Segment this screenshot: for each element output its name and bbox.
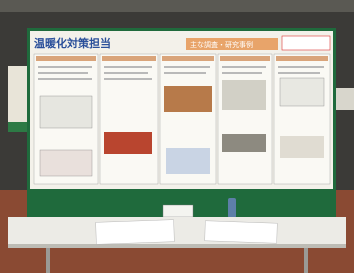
figure	[164, 86, 212, 112]
ceiling-light	[0, 0, 354, 12]
text-line	[38, 66, 92, 68]
figure	[104, 132, 152, 154]
table-leg	[46, 248, 50, 273]
poster-columns	[34, 54, 330, 184]
text-line	[278, 66, 324, 68]
table-edge	[8, 244, 346, 248]
text-line	[104, 66, 152, 68]
name-sign	[163, 205, 193, 217]
figure	[40, 150, 92, 176]
text-line	[164, 66, 210, 68]
figure	[222, 80, 266, 110]
column-header	[36, 56, 96, 61]
text-line	[38, 78, 92, 80]
column-header	[102, 56, 156, 61]
table-top	[8, 217, 346, 247]
column-header	[276, 56, 328, 61]
text-line	[38, 72, 88, 74]
text-line	[104, 78, 152, 80]
poster-title: 温暖化対策担当	[34, 36, 111, 50]
scene: 温暖化対策担当 主な調査・研究事例	[0, 0, 354, 273]
leaflet	[96, 220, 175, 245]
bottle	[228, 198, 236, 218]
text-line	[222, 66, 266, 68]
column-header	[162, 56, 214, 61]
figure	[222, 134, 266, 152]
text-line	[222, 72, 262, 74]
column-header	[220, 56, 270, 61]
text-line	[104, 72, 148, 74]
logo-box	[282, 36, 330, 50]
figure	[166, 148, 210, 174]
figure	[40, 96, 92, 128]
poster-header: 主な調査・研究事例	[190, 40, 253, 49]
leaflet	[205, 221, 278, 244]
figure	[280, 78, 324, 106]
text-line	[278, 72, 320, 74]
side-poster-right	[336, 88, 354, 110]
table-leg	[304, 248, 308, 273]
figure	[280, 136, 324, 158]
text-line	[164, 72, 206, 74]
